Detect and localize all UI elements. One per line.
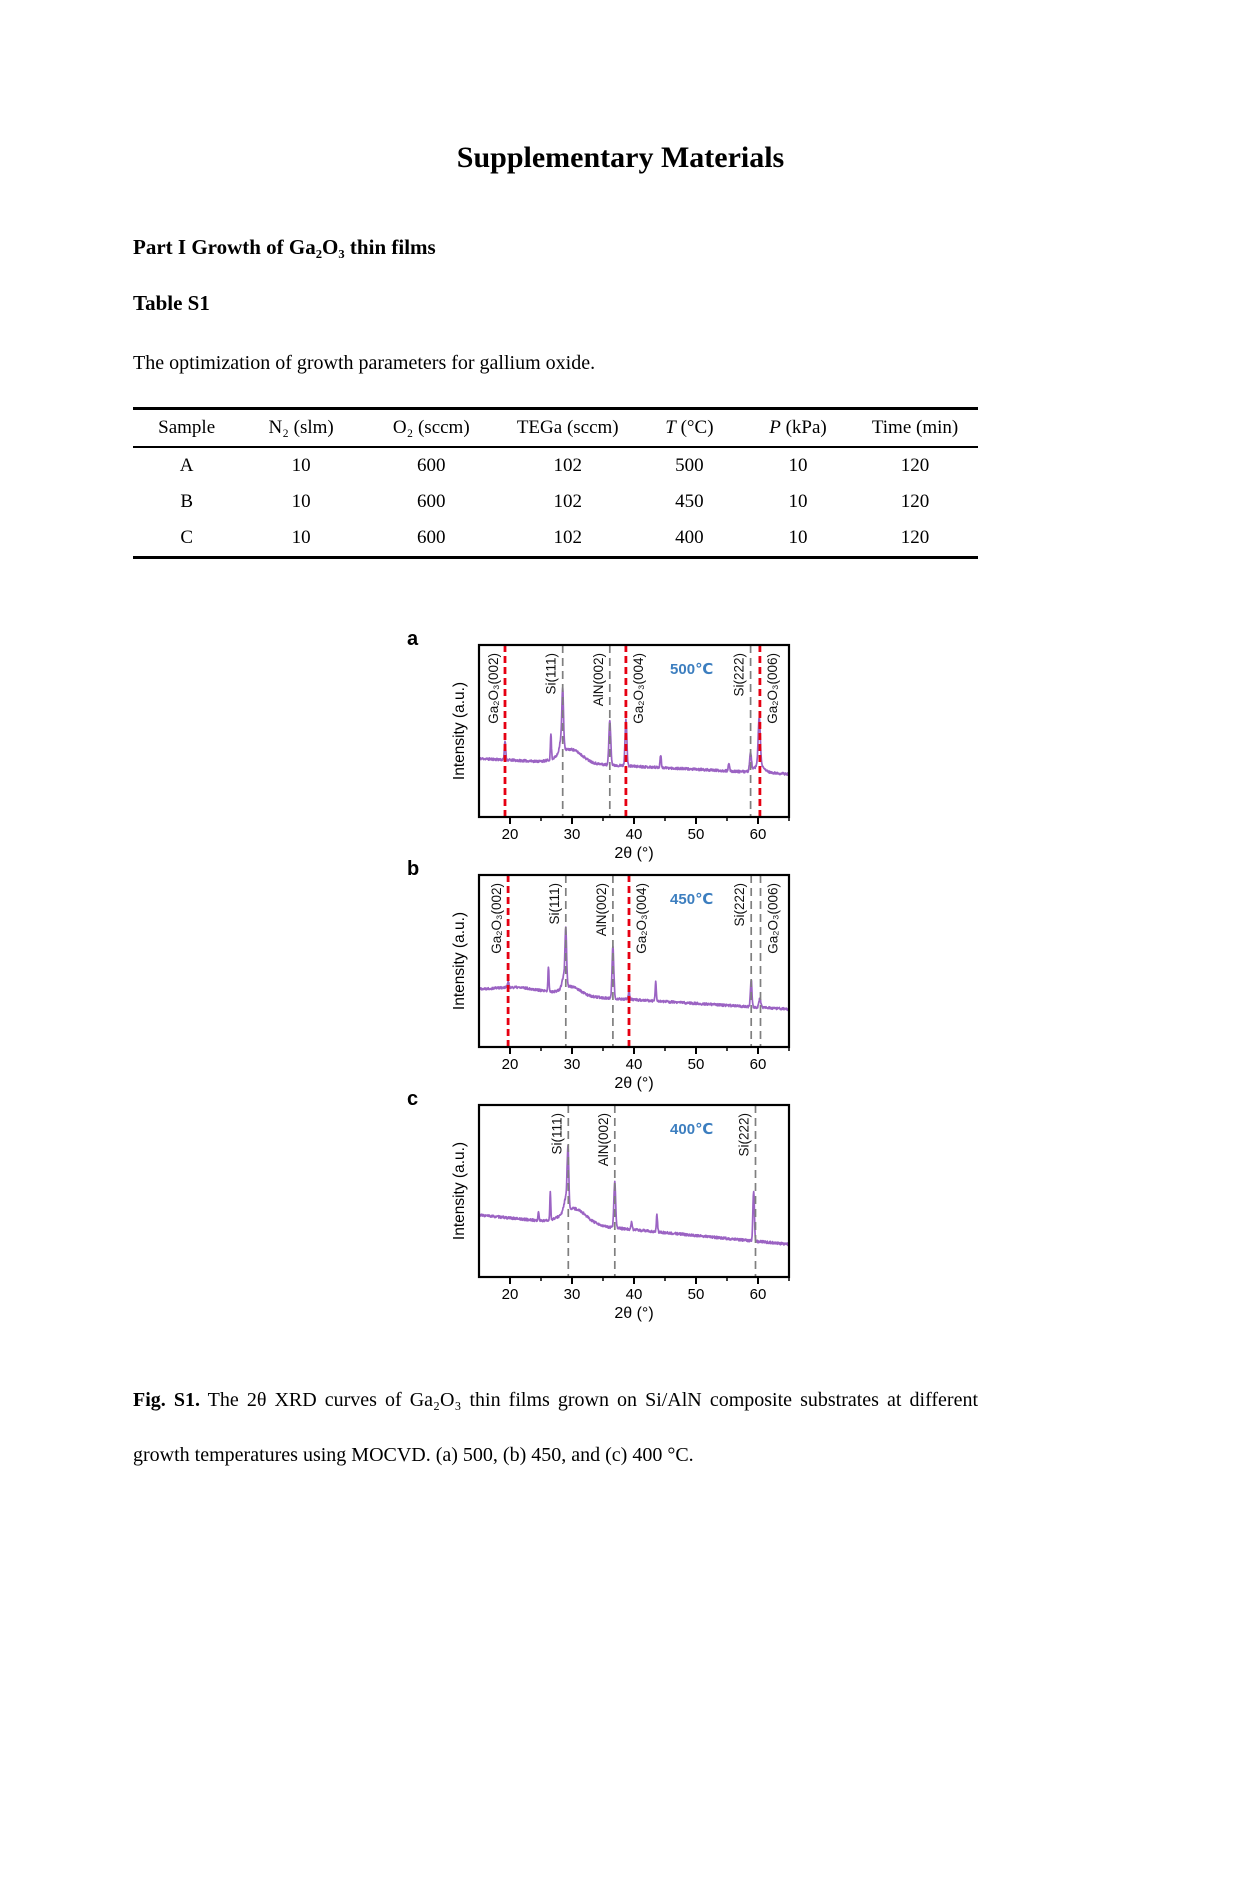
svg-text:Ga₂O₃(002): Ga₂O₃(002)	[486, 653, 501, 724]
xrd-plot-c: 20 30 40 50 60 400℃ Si(111) AlN(002) Si(222)	[477, 1103, 791, 1303]
table-cell: 120	[900, 454, 930, 476]
xrd-panel-a: a Intensity (a.u.) 20 30 40 50 60 500℃ Ga₂O₃(0…	[405, 628, 885, 862]
svg-text:Ga₂O₃(004): Ga₂O₃(004)	[634, 883, 649, 954]
svg-text:AlN(002): AlN(002)	[594, 883, 609, 936]
svg-text:Ga₂O₃(002): Ga₂O₃(002)	[489, 883, 504, 954]
table-header-cell: T (°C)	[665, 416, 714, 438]
svg-text:20: 20	[502, 1286, 519, 1303]
figure-caption: Fig. S1. The 2θ XRD curves of Ga₂O₃ thin…	[133, 1373, 978, 1483]
y-axis-label: Intensity (a.u.)	[451, 681, 468, 781]
table-header-cell: N₂ (slm)	[268, 416, 334, 438]
table-description: The optimization of growth parameters fo…	[133, 352, 596, 374]
svg-text:60: 60	[750, 1056, 767, 1073]
table-title: Table S1	[133, 291, 210, 315]
panel-label: b	[407, 858, 420, 880]
xrd-panel-c: c Intensity (a.u.) 20 30 40 50 60 400℃ Si(111)…	[405, 1088, 885, 1322]
x-axis-label: 2θ (°)	[614, 845, 654, 862]
table-header-cell: Time (min)	[871, 416, 959, 438]
svg-text:500℃: 500℃	[670, 661, 713, 678]
table-cell: 120	[900, 527, 930, 549]
table-cell: 600	[417, 527, 446, 549]
table-row: A 10 600 102 500 10 120	[133, 447, 978, 484]
page-title: Supplementary Materials	[456, 141, 785, 174]
panel-label: c	[407, 1088, 419, 1110]
x-axis-label: 2θ (°)	[614, 1075, 654, 1092]
svg-text:30: 30	[564, 1056, 581, 1073]
table-cell: A	[179, 454, 194, 476]
table-row: B 10 600 102 450 10 120	[133, 484, 978, 521]
svg-text:40: 40	[626, 1286, 643, 1303]
svg-text:Ga₂O₃(006): Ga₂O₃(006)	[765, 653, 780, 724]
table-cell: B	[180, 491, 193, 512]
section-heading: Part I Growth of Ga₂O₃ thin films	[133, 235, 436, 259]
svg-text:Ga₂O₃(004): Ga₂O₃(004)	[631, 653, 646, 724]
page-body: Part I Growth of Ga₂O₃ thin films Table …	[133, 234, 978, 1483]
figure-s1: a Intensity (a.u.) 20 30 40 50 60 500℃ Ga₂O₃(0…	[405, 628, 885, 1330]
table-cell: 500	[675, 454, 704, 476]
svg-text:Si(222): Si(222)	[737, 1113, 752, 1157]
table-cell: 10	[291, 454, 311, 476]
svg-text:20: 20	[502, 1056, 519, 1073]
table-header-cell: TEGa (sccm)	[516, 416, 619, 438]
xrd-panel-b: b Intensity (a.u.) 20 30 40 50 60 450℃ Ga₂O₃(0…	[405, 858, 885, 1092]
table-cell: 102	[553, 491, 582, 512]
table-cell: 450	[675, 491, 704, 512]
xrd-plot-a: 20 30 40 50 60 500℃ Ga₂O₃(002) Si(111) AlN(002) G…	[477, 643, 791, 843]
table-cell: 10	[788, 454, 808, 476]
table-cell: 600	[417, 491, 446, 512]
growth-table: Sample N₂ (slm) O₂ (sccm) TEGa (sccm) T (°C)…	[133, 407, 978, 559]
table-cell: 10	[788, 491, 808, 512]
svg-text:Si(111): Si(111)	[547, 883, 562, 925]
svg-text:20: 20	[502, 826, 519, 843]
table-cell: 102	[553, 454, 582, 476]
svg-text:50: 50	[688, 1286, 705, 1303]
table-cell: 600	[417, 454, 446, 476]
svg-text:60: 60	[750, 1286, 767, 1303]
svg-text:Si(111): Si(111)	[549, 1113, 564, 1155]
table-cell: 120	[900, 491, 930, 512]
svg-text:AlN(002): AlN(002)	[591, 653, 606, 706]
panel-label: a	[407, 628, 419, 650]
figure-caption-label: Fig. S1.	[133, 1389, 200, 1411]
svg-text:30: 30	[564, 1286, 581, 1303]
xrd-plot-b: 20 30 40 50 60 450℃ Ga₂O₃(002) Si(111) AlN(002) G…	[477, 873, 791, 1073]
x-axis-label: 2θ (°)	[614, 1305, 654, 1322]
svg-text:40: 40	[626, 1056, 643, 1073]
svg-text:50: 50	[688, 826, 705, 843]
svg-text:Si(222): Si(222)	[732, 653, 747, 697]
table-cell: C	[180, 527, 193, 549]
svg-text:40: 40	[626, 826, 643, 843]
table-header-cell: O₂ (sccm)	[392, 416, 470, 438]
table-header-cell: Sample	[158, 416, 216, 438]
y-axis-label: Intensity (a.u.)	[451, 911, 468, 1011]
table-header-row: Sample N₂ (slm) O₂ (sccm) TEGa (sccm) T (°C)…	[133, 409, 978, 447]
svg-text:AlN(002): AlN(002)	[596, 1113, 611, 1166]
svg-text:Si(222): Si(222)	[732, 883, 747, 927]
svg-text:450℃: 450℃	[670, 891, 713, 908]
figure-caption-text: The 2θ XRD curves of Ga₂O₃ thin films gr…	[133, 1389, 978, 1466]
table-cell: 102	[553, 527, 582, 549]
svg-text:30: 30	[564, 826, 581, 843]
table-header-cell: P (kPa)	[769, 416, 827, 438]
y-axis-label: Intensity (a.u.)	[451, 1141, 468, 1241]
table-cell: 10	[291, 527, 311, 549]
table-cell: 400	[675, 527, 704, 549]
svg-text:400℃: 400℃	[670, 1121, 713, 1138]
svg-text:Si(111): Si(111)	[544, 653, 559, 695]
svg-text:50: 50	[688, 1056, 705, 1073]
table-row: C 10 600 102 400 10 120	[133, 521, 978, 558]
svg-text:Ga₂O₃(006): Ga₂O₃(006)	[765, 883, 780, 954]
svg-text:60: 60	[750, 826, 767, 843]
table-cell: 10	[788, 527, 808, 549]
table-cell: 10	[291, 491, 311, 512]
